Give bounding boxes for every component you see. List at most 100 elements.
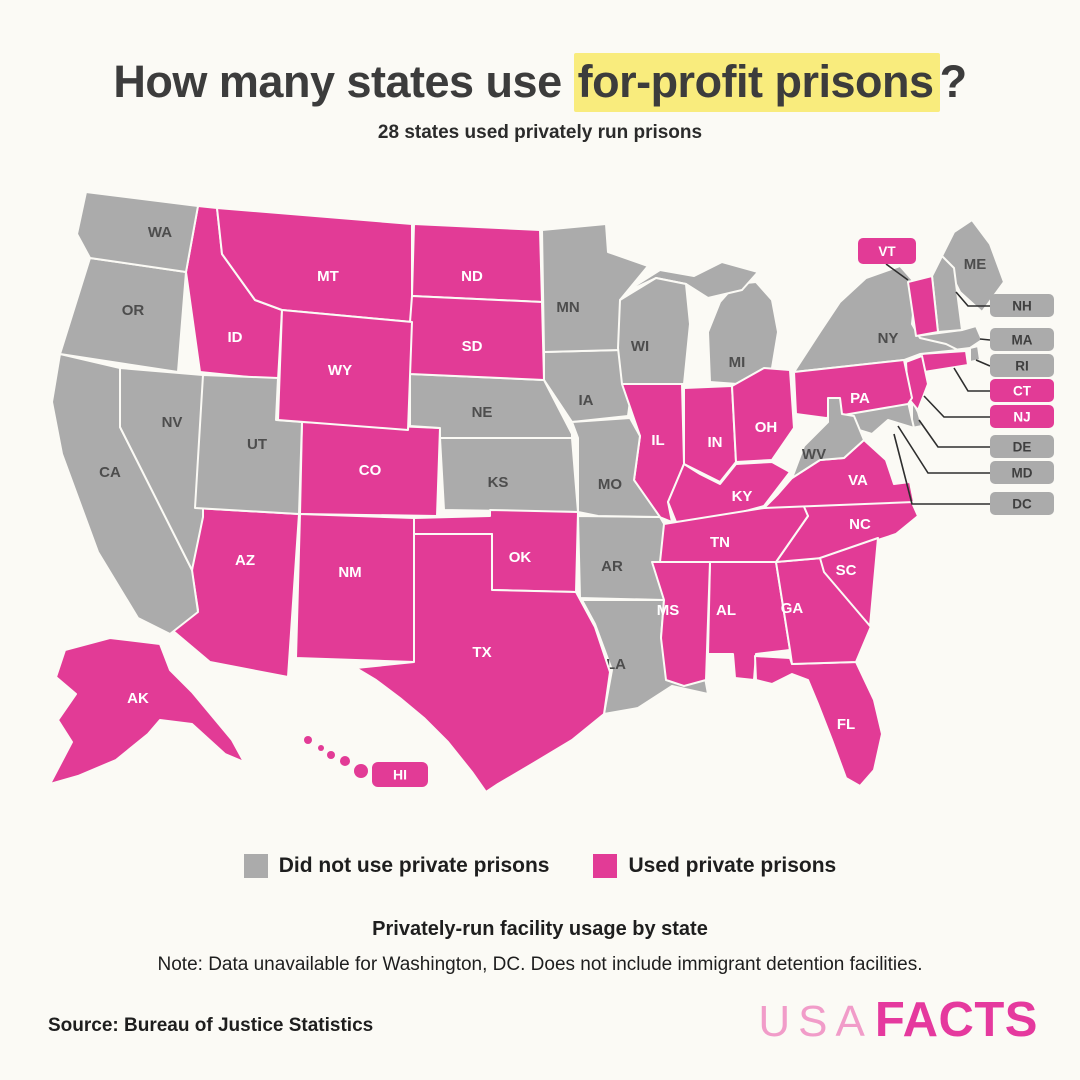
state-WV <box>791 397 865 479</box>
state-PA <box>793 359 913 419</box>
state-label-UT: UT <box>247 436 267 453</box>
state-label-KS: KS <box>488 474 509 491</box>
usafacts-logo-facts: FACTS <box>874 993 1038 1047</box>
state-WI <box>617 277 691 385</box>
state-AK <box>49 637 245 785</box>
subtitle: 28 states used privately run prisons <box>377 122 703 143</box>
callout-box-CT <box>990 379 1054 402</box>
title-prefix: How many states use <box>113 56 574 107</box>
state-label-MO: MO <box>598 476 622 493</box>
state-TX <box>355 533 611 793</box>
usafacts-logo: USA FACTS <box>758 992 1038 1048</box>
state-AR <box>577 515 671 601</box>
note-text: Note: Data unavailable for Washington, D… <box>157 954 923 975</box>
legend-item-used: Used private prisons <box>593 854 836 878</box>
callout-label-RI: RI <box>1015 359 1029 374</box>
state-label-WA: WA <box>148 224 172 241</box>
state-ME <box>941 219 1005 313</box>
state-label-KY: KY <box>732 488 753 505</box>
state-label-MI: MI <box>729 354 746 371</box>
title-suffix: ? <box>939 56 968 107</box>
source-text: Source: Bureau of Justice Statistics <box>48 1015 374 1036</box>
state-label-CA: CA <box>99 464 121 481</box>
state-label-AZ: AZ <box>235 552 255 569</box>
state-MS <box>651 561 711 687</box>
state-label-ND: ND <box>461 268 483 285</box>
callout-box-DC <box>990 492 1054 515</box>
state-OH <box>731 367 795 463</box>
usafacts-logo-usa: USA <box>758 997 873 1046</box>
state-HI-island <box>327 751 335 759</box>
title-highlight: for-profit prisons <box>573 53 940 112</box>
page-title: How many states use for-profit prisons? <box>0 53 1080 112</box>
callout-box-NJ <box>990 405 1054 428</box>
state-labelbox-HI <box>372 762 428 787</box>
state-WY <box>277 309 413 431</box>
legend: Did not use private prisons Used private… <box>0 854 1080 878</box>
state-VT <box>907 275 939 337</box>
state-MN <box>541 223 649 353</box>
legend-swatch-gray <box>243 854 268 878</box>
callout-line-MA <box>979 338 991 341</box>
callout-label-NH: NH <box>1012 299 1032 314</box>
state-RI <box>969 345 981 363</box>
state-label-ME: ME <box>964 256 987 273</box>
state-label-GA: GA <box>781 600 804 617</box>
state-label-WI: WI <box>631 338 649 355</box>
state-HI-island <box>354 764 368 778</box>
state-label-CO: CO <box>359 462 382 479</box>
state-label-MN: MN <box>556 299 579 316</box>
callout-label-MA: MA <box>1012 333 1033 348</box>
callout-box-MD <box>990 461 1054 484</box>
callout-label-DC: DC <box>1012 497 1032 512</box>
callout-label-NJ: NJ <box>1013 410 1030 425</box>
callout-line-RI <box>975 359 991 367</box>
state-label-IA: IA <box>579 392 594 409</box>
state-label-NV: NV <box>162 414 183 431</box>
state-label-TX: TX <box>472 644 491 661</box>
state-label-NC: NC <box>849 516 871 533</box>
state-label-IN: IN <box>708 434 723 451</box>
state-label-AR: AR <box>601 558 623 575</box>
state-label-IL: IL <box>651 432 664 449</box>
state-NV <box>119 367 204 571</box>
callout-box-NH <box>990 294 1054 317</box>
callout-line-CT <box>953 367 990 392</box>
state-SD <box>409 295 545 381</box>
state-label-FL: FL <box>837 716 855 733</box>
callout-label-VT: VT <box>878 244 896 259</box>
legend-item-not-used: Did not use private prisons <box>243 854 550 878</box>
state-SC <box>819 537 879 627</box>
callout-line-MD <box>897 425 990 474</box>
state-label-HI: HI <box>393 767 407 783</box>
callout-line-NH <box>955 291 990 307</box>
state-label-SD: SD <box>462 338 483 355</box>
state-label-OR: OR <box>122 302 145 319</box>
state-HI-island <box>340 756 350 766</box>
callout-line-NJ <box>923 395 990 418</box>
state-WA <box>76 191 199 273</box>
callout-label-MD: MD <box>1012 466 1033 481</box>
map-caption: Privately-run facility usage by state <box>372 918 708 940</box>
callout-label-CT: CT <box>1013 384 1032 399</box>
callout-label-DE: DE <box>1013 440 1032 455</box>
callout-line-DE <box>918 419 990 448</box>
legend-swatch-pink <box>593 854 618 878</box>
state-label-WY: WY <box>328 362 352 379</box>
state-NM <box>295 513 415 663</box>
state-MO <box>571 417 661 518</box>
state-label-OH: OH <box>755 419 778 436</box>
callout-line-VT <box>885 263 909 281</box>
callout-box-VT <box>858 238 916 264</box>
state-label-VA: VA <box>848 472 868 489</box>
state-label-AK: AK <box>127 690 149 707</box>
legend-label-used: Used private prisons <box>628 854 837 877</box>
state-HI-island <box>304 736 312 744</box>
us-choropleth-map: AK AL AR AZ CA CO FL GA HI IA ID IL IN KS KY LA ME MI MN MO… <box>49 191 1054 793</box>
state-NY <box>793 265 959 373</box>
callout-box-RI <box>990 354 1054 377</box>
legend-label-not-used: Did not use private prisons <box>278 854 550 877</box>
state-label-LA: LA <box>606 656 626 673</box>
state-HI-island <box>318 745 324 751</box>
state-NE <box>409 373 573 439</box>
